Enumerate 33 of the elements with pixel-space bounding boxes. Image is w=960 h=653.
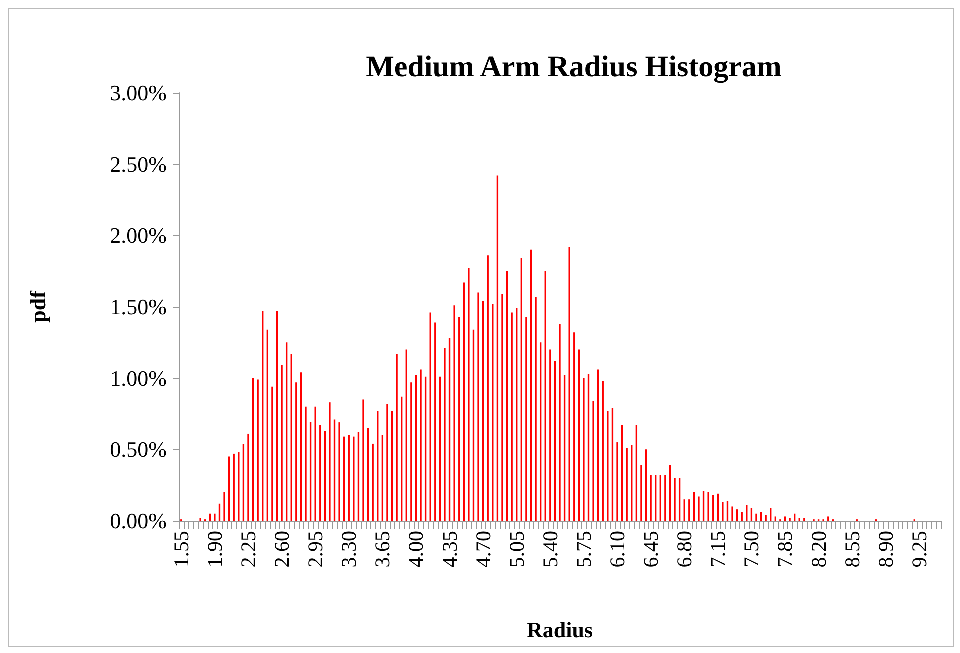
x-axis-title: Radius [526, 618, 594, 642]
x-tick-label: 7.50 [740, 531, 764, 568]
x-tick-label: 3.65 [370, 531, 395, 568]
x-tick-label: 3.30 [337, 531, 362, 568]
x-tick-label: 4.35 [438, 531, 462, 568]
x-tick-label: 9.25 [907, 531, 932, 568]
y-tick-label: 0.50% [110, 437, 167, 462]
x-tick-label: 2.95 [304, 531, 328, 568]
x-tick-label: 6.10 [606, 531, 630, 568]
x-tick-label: 5.75 [572, 531, 596, 568]
x-tick-label: 7.85 [773, 531, 798, 568]
x-tick-label: 4.00 [404, 531, 428, 568]
x-tick-label: 2.25 [236, 531, 260, 568]
y-tick-label: 1.50% [110, 294, 167, 320]
x-tick-label: 4.70 [471, 531, 496, 568]
x-tick-label: 8.55 [840, 531, 864, 568]
y-tick-label: 2.50% [110, 152, 167, 177]
y-tick-label: 2.00% [110, 223, 167, 248]
x-tick-label: 6.45 [639, 531, 664, 568]
x-tick-label: 5.40 [538, 531, 562, 568]
x-tick-label: 5.05 [504, 531, 529, 568]
x-tick-label: 1.90 [202, 531, 227, 568]
y-tick-label: 3.00% [110, 80, 167, 106]
y-tick-label: 1.00% [110, 366, 167, 391]
y-tick-label: 0.00% [110, 508, 167, 534]
y-axis-title: pdf [26, 290, 50, 323]
x-tick-label: 8.90 [874, 531, 898, 568]
chart-title: Medium Arm Radius Histogram [366, 50, 782, 84]
x-tick-label: 7.15 [706, 531, 730, 568]
x-tick-label: 8.20 [806, 531, 831, 568]
x-tick-label: 1.55 [169, 531, 194, 568]
x-tick-label: 2.60 [270, 531, 294, 568]
x-tick-label: 6.80 [672, 531, 697, 568]
